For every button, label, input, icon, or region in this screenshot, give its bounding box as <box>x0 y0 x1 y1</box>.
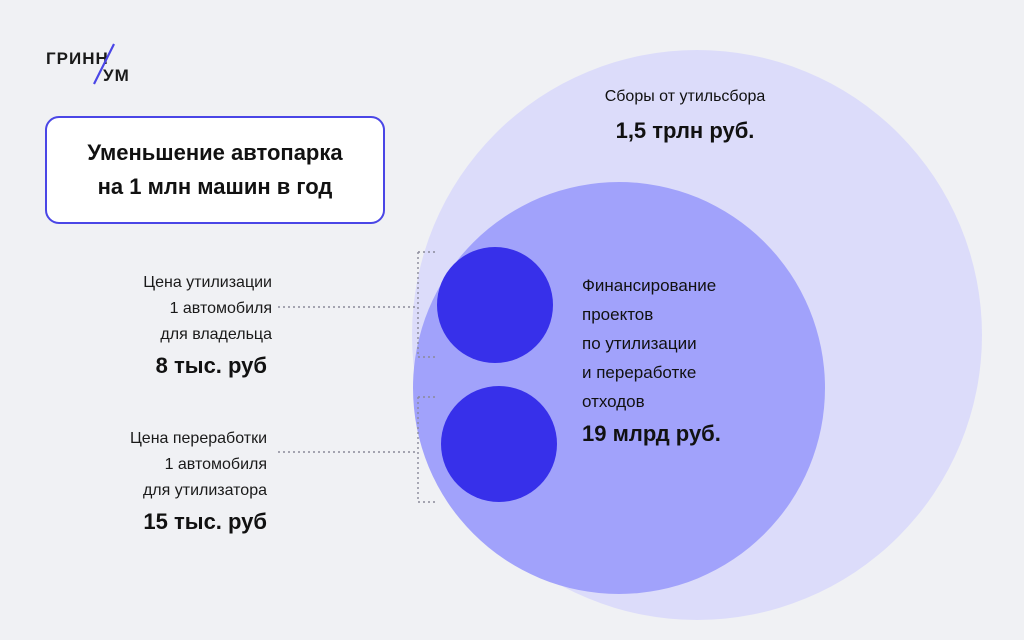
processing-price-value: 15 тыс. руб <box>143 509 267 534</box>
outer-circle-value: 1,5 трлн руб. <box>615 118 755 143</box>
logo-text-bottom: УМ <box>103 66 130 85</box>
label-line: 1 автомобиля <box>169 300 272 317</box>
bracket-utilization <box>417 251 438 358</box>
bracket-processing <box>417 396 438 503</box>
label-line: и переработке <box>582 363 697 382</box>
label-line: Цена утилизации <box>143 274 272 291</box>
logo-slash-icon <box>93 43 115 85</box>
title-box: Уменьшение автопарка на 1 млн машин в го… <box>45 116 385 224</box>
utilization-price-label: Цена утилизации 1 автомобиля для владель… <box>52 270 272 348</box>
processing-price-label: Цена переработки 1 автомобиля для утилиз… <box>47 426 267 504</box>
inner-circle-label: Финансирование проектов по утилизации и … <box>582 271 802 416</box>
label-line: для владельца <box>160 326 272 343</box>
logo-text-top: ГРИНН <box>46 49 109 68</box>
small-circle-processing <box>441 386 557 502</box>
utilization-price-value: 8 тыс. руб <box>155 353 267 378</box>
small-circle-utilization <box>437 247 553 363</box>
label-line: 1 автомобиля <box>164 456 267 473</box>
label-line: по утилизации <box>582 334 697 353</box>
logo: ГРИНН УМ <box>46 40 156 90</box>
label-line: проектов <box>582 305 654 324</box>
label-line: Финансирование <box>582 276 717 295</box>
outer-circle-label: Сборы от утильсбора <box>604 88 766 105</box>
title-line-2: на 1 млн машин в год <box>97 174 333 199</box>
title-line-1: Уменьшение автопарка <box>87 140 343 165</box>
label-line: отходов <box>582 392 645 411</box>
inner-circle-value: 19 млрд руб. <box>582 421 721 446</box>
label-line: Цена переработки <box>129 430 267 447</box>
label-line: для утилизатора <box>142 482 267 499</box>
